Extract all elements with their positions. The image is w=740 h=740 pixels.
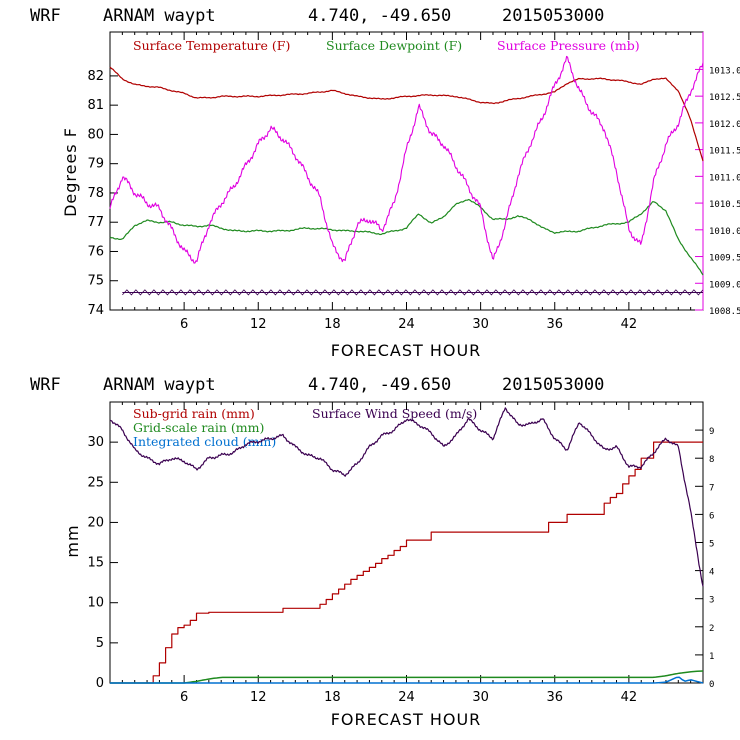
y2-tick-label: 1010.5: [709, 200, 740, 210]
x-tick-label: 42: [621, 690, 638, 705]
x-tick-label: 12: [250, 317, 267, 332]
x-tick-label: 18: [324, 317, 341, 332]
y2-tick-label: 1011.0: [709, 173, 740, 183]
top-chart-marks: 6 12 18 24 30 36 42 74 75 76 77 78 79 80 81 82 1008.5 100…: [87, 32, 740, 332]
x-tick-label: 24: [398, 690, 415, 705]
surface-pressure-line: [109, 55, 704, 264]
bottom-y-axis-label: mm: [63, 524, 82, 557]
y2-tick-label: 1011.5: [709, 147, 740, 157]
integrated-cloud-line: [110, 676, 704, 684]
bottom-title-coords: 4.740, -49.650: [308, 375, 451, 395]
y-tick-label: 77: [87, 215, 104, 230]
y2-tick-label: 1009.0: [709, 280, 740, 290]
surface-dewpoint-line: [109, 198, 704, 276]
x-tick-label: 30: [472, 317, 489, 332]
x-tick-label: 36: [546, 690, 563, 705]
top-title-date: 2015053000: [502, 6, 604, 26]
legend-subgrid-rain: Sub-grid rain (mm): [133, 406, 255, 421]
y-tick-label: 30: [87, 435, 104, 450]
y-tick-label: 0: [96, 676, 104, 691]
x-tick-label: 42: [621, 317, 638, 332]
y-tick-label: 74: [87, 303, 104, 318]
top-panel: WRF ARNAM waypt 4.740, -49.650 201505300…: [30, 6, 740, 360]
y-tick-label: 20: [87, 515, 104, 530]
y2-tick-label: 4: [709, 568, 714, 578]
y-tick-label: 76: [87, 244, 104, 259]
surface-temperature-line: [109, 66, 704, 162]
y2-tick-label: 1010.0: [709, 227, 740, 237]
subgrid-rain-line: [110, 441, 703, 684]
y-tick-label: 25: [87, 475, 104, 490]
y-tick-label: 78: [87, 186, 104, 201]
x-tick-label: 36: [546, 317, 563, 332]
bottom-title-model: WRF: [30, 375, 61, 395]
bottom-x-axis-label: FORECAST HOUR: [331, 710, 482, 729]
y2-tick-label: 5: [709, 540, 714, 550]
y-tick-label: 81: [87, 98, 104, 113]
y2-tick-label: 1: [709, 652, 714, 662]
top-title-coords: 4.740, -49.650: [308, 6, 451, 26]
y2-tick-label: 8: [709, 455, 714, 465]
top-y-axis-label: Degrees F: [61, 127, 80, 217]
legend-gridscale-rain: Grid-scale rain (mm): [133, 420, 264, 435]
x-tick-label: 6: [180, 690, 188, 705]
y2-tick-label: 2: [709, 624, 714, 634]
x-tick-label: 6: [180, 317, 188, 332]
y-tick-label: 79: [87, 157, 104, 172]
top-x-axis-label: FORECAST HOUR: [331, 341, 482, 360]
y2-tick-label: 1009.5: [709, 254, 740, 264]
top-title-station: ARNAM waypt: [103, 6, 216, 26]
y2-tick-label: 6: [709, 511, 714, 521]
y-tick-label: 10: [87, 596, 104, 611]
top-title-model: WRF: [30, 6, 61, 26]
y2-tick-label: 1008.5: [709, 307, 740, 317]
legend-surface-pressure: Surface Pressure (mb): [497, 38, 640, 53]
y-tick-label: 15: [87, 556, 104, 571]
y2-tick-label: 1013.0: [709, 66, 740, 76]
x-tick-label: 18: [324, 690, 341, 705]
bottom-title-station: ARNAM waypt: [103, 375, 216, 395]
bottom-title-date: 2015053000: [502, 375, 604, 395]
legend-surface-dewpoint: Surface Dewpoint (F): [326, 38, 462, 53]
y2-tick-label: 7: [709, 483, 714, 493]
legend-surface-wind-speed: Surface Wind Speed (m/s): [312, 406, 477, 421]
bottom-panel: WRF ARNAM waypt 4.740, -49.650 201505300…: [30, 375, 714, 729]
x-tick-label: 24: [398, 317, 415, 332]
top-plot-frame: [109, 31, 704, 311]
y2-tick-label: 1012.0: [709, 120, 740, 130]
surface-wind-speed-line: [109, 407, 704, 587]
y2-tick-label: 0: [709, 680, 714, 690]
legend-surface-temperature: Surface Temperature (F): [133, 38, 290, 53]
gridscale-rain-line: [110, 670, 704, 684]
legend-integrated-cloud: Integrated cloud (mm): [133, 434, 276, 449]
y-tick-label: 75: [87, 274, 104, 289]
x-tick-label: 30: [472, 690, 489, 705]
y-tick-label: 5: [96, 636, 104, 651]
y2-tick-label: 3: [709, 596, 714, 606]
y2-tick-label: 9: [709, 427, 714, 437]
visibility-hatch: [122, 289, 704, 296]
y-tick-label: 82: [87, 69, 104, 84]
y-tick-label: 80: [87, 127, 104, 142]
x-tick-label: 12: [250, 690, 267, 705]
y2-tick-label: 1012.5: [709, 93, 740, 103]
